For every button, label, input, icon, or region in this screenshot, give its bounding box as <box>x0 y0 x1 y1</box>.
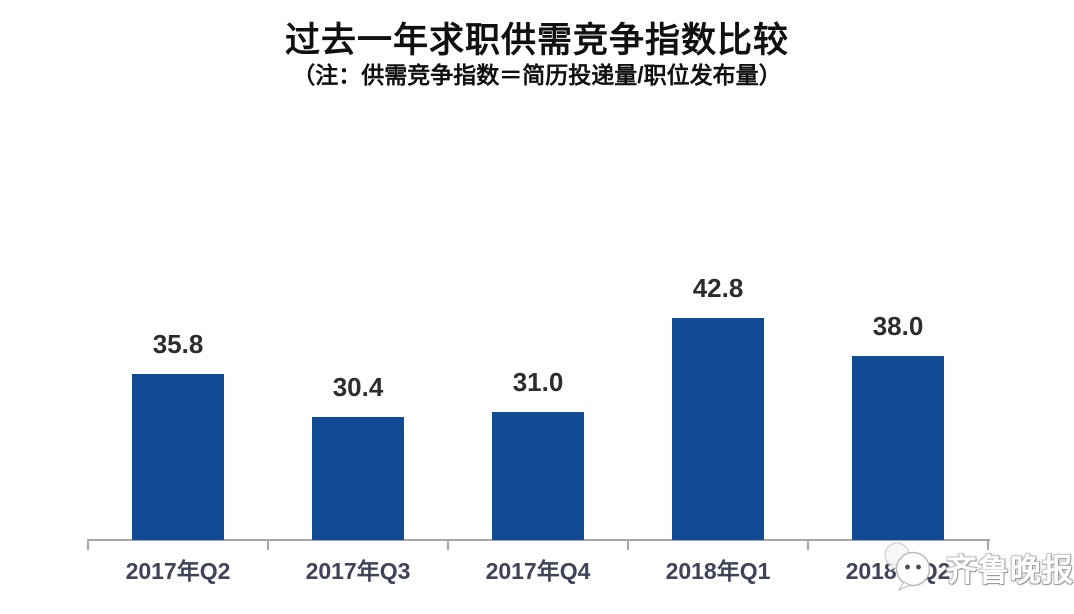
chart-title: 过去一年求职供需竞争指数比较 <box>284 21 789 60</box>
bar-value-label: 35.8 <box>152 329 204 359</box>
x-axis-label: 2018年Q1 <box>665 558 771 584</box>
x-axis-tick <box>987 539 989 550</box>
bar <box>852 356 944 540</box>
bar-value-label: 38.0 <box>872 311 924 341</box>
x-axis-tick <box>87 539 89 550</box>
bar <box>312 417 404 540</box>
x-axis-tick <box>807 539 809 550</box>
x-axis-tick <box>267 539 269 550</box>
x-axis-label: 2017年Q3 <box>305 558 411 584</box>
bar <box>132 374 224 540</box>
bar-value-label: 30.4 <box>332 372 384 402</box>
bar-value-label: 42.8 <box>692 273 744 303</box>
x-axis-label: 2017年Q2 <box>125 558 231 584</box>
bar <box>492 412 584 540</box>
x-axis-tick <box>627 539 629 550</box>
chart-subtitle: （注：供需竞争指数＝简历投递量/职位发布量） <box>292 62 782 88</box>
x-axis-label: 2017年Q4 <box>485 558 591 584</box>
bar <box>672 318 764 540</box>
x-axis-tick <box>447 539 449 550</box>
x-axis-line <box>88 539 990 541</box>
bar-value-label: 31.0 <box>512 367 564 397</box>
x-axis-label: 2018年Q2 <box>845 558 951 584</box>
